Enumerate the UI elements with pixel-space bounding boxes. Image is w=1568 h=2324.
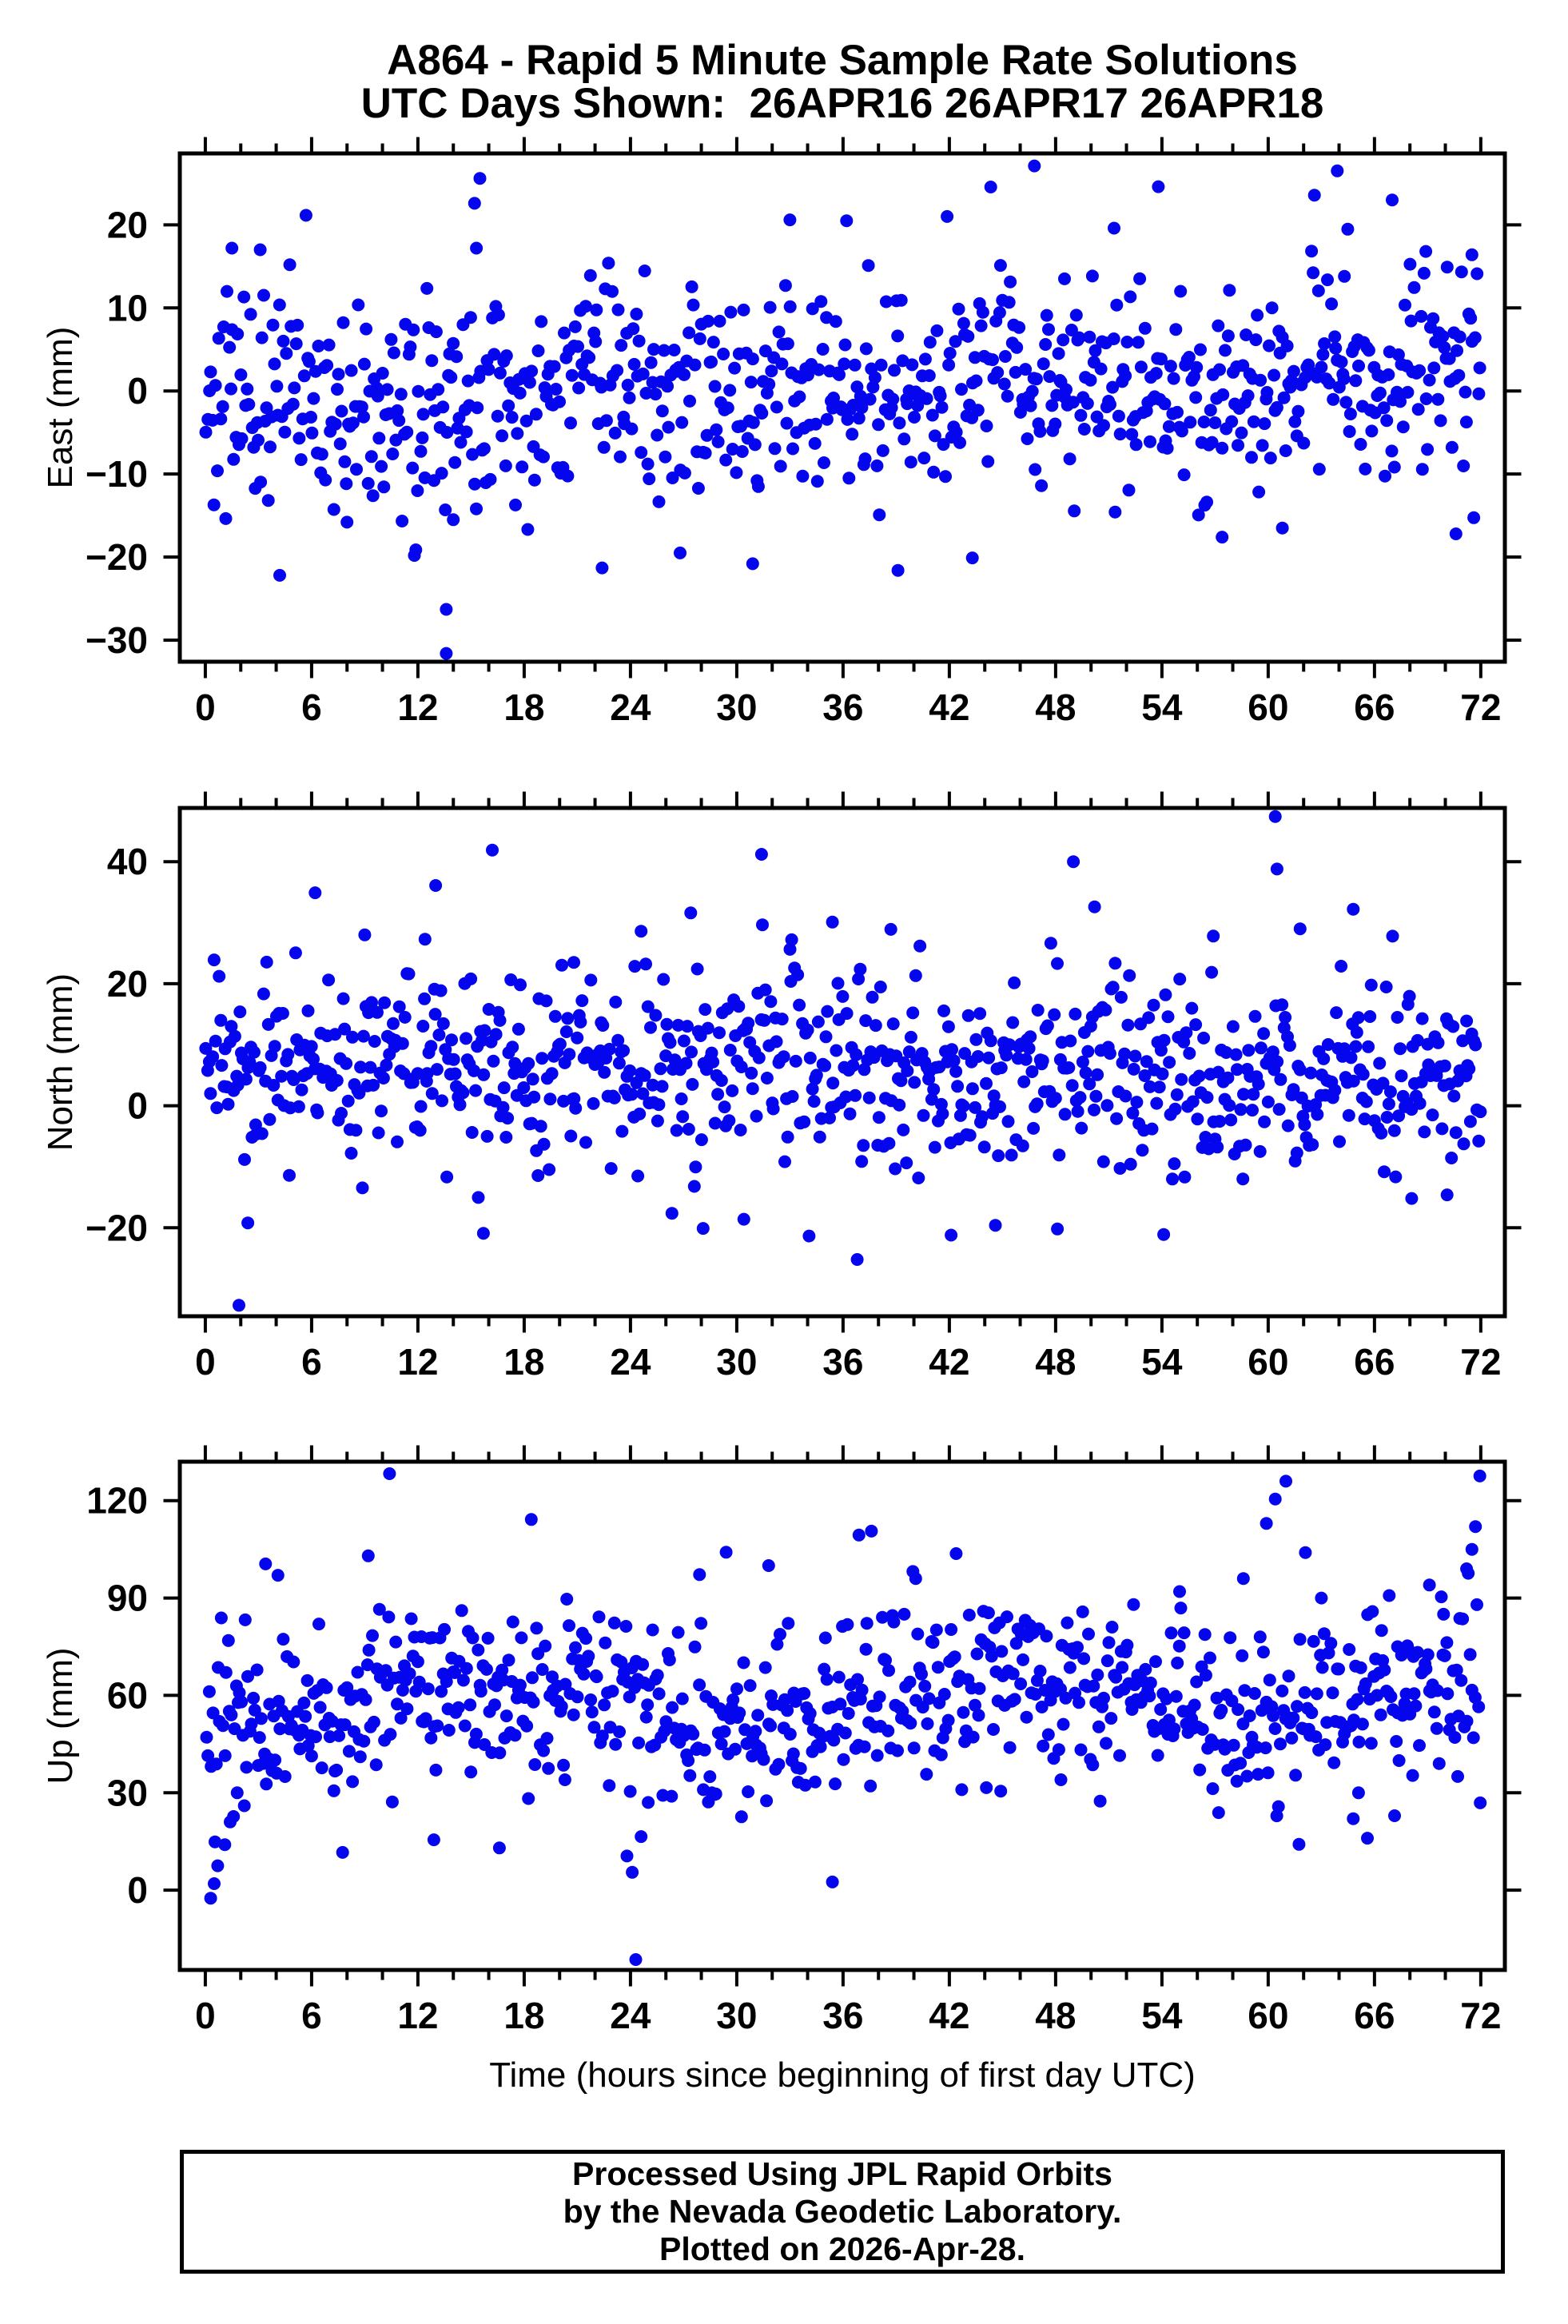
up-x-tick-label: 60 <box>1248 1995 1288 2036</box>
footer-box: Processed Using JPL Rapid Orbits by the … <box>180 2150 1505 2274</box>
up-y-tick-label: 60 <box>107 1674 148 1716</box>
x-axis-title: Time (hours since beginning of first day… <box>489 2055 1196 2095</box>
north-x-tick-label: 72 <box>1460 1341 1501 1383</box>
up-x-tick-label: 18 <box>503 1995 544 2036</box>
north-x-tick-label: 30 <box>716 1341 757 1383</box>
north-frame <box>177 806 1507 1319</box>
east-x-tick-label: 36 <box>822 686 863 728</box>
up-y-tick-label: 120 <box>86 1480 148 1522</box>
panel-east: 0 6 12 18 24 30 36 42 48 54 60 66 72 −30 −20 −10 0 10 20 <box>86 137 1522 728</box>
north-x-tick-label: 60 <box>1248 1341 1288 1383</box>
north-data-points <box>199 810 1487 1312</box>
up-x-tick-label: 12 <box>397 1995 438 2036</box>
east-data-points <box>199 159 1486 660</box>
east-x-tick-label: 24 <box>610 686 651 728</box>
north-y-tick-label: 20 <box>107 963 148 1005</box>
north-x-tick-label: 24 <box>610 1341 651 1383</box>
north-x-tick-label: 18 <box>503 1341 544 1383</box>
up-y-tick-label: 90 <box>107 1578 148 1619</box>
east-x-tick-label: 0 <box>195 686 216 728</box>
east-ticks <box>163 137 1522 678</box>
north-y-tick-label: −20 <box>86 1207 148 1248</box>
y-axis-title-east: East (mm) <box>41 326 80 489</box>
panel-north: 0 6 12 18 24 30 36 42 48 54 60 66 72 −20 0 20 40 <box>86 791 1522 1383</box>
up-x-tick-label: 24 <box>610 1995 651 2036</box>
north-x-tick-label: 6 <box>301 1341 322 1383</box>
east-x-tick-label: 54 <box>1141 686 1183 728</box>
up-frame <box>177 1459 1507 1972</box>
up-y-tick-label: 0 <box>127 1869 148 1911</box>
up-ticks <box>163 1445 1522 1987</box>
up-x-tick-label: 72 <box>1460 1995 1501 2036</box>
east-x-tick-label: 66 <box>1354 686 1395 728</box>
east-tick-labels: 0 6 12 18 24 30 36 42 48 54 60 66 72 −30 −20 −10 0 10 20 <box>86 204 1501 728</box>
up-x-tick-label: 0 <box>195 1995 216 2036</box>
north-y-tick-label: 0 <box>127 1085 148 1127</box>
up-tick-labels: 0 6 12 18 24 30 36 42 48 54 60 66 72 0 30 60 90 120 <box>86 1480 1501 2036</box>
north-x-tick-label: 54 <box>1141 1341 1183 1383</box>
east-x-tick-label: 42 <box>929 686 969 728</box>
east-x-tick-label: 60 <box>1248 686 1288 728</box>
east-x-tick-label: 48 <box>1035 686 1076 728</box>
y-axis-title-north: North (mm) <box>41 973 80 1152</box>
up-x-tick-label: 42 <box>929 1995 969 2036</box>
east-y-tick-label: −10 <box>86 453 148 495</box>
east-x-tick-label: 18 <box>503 686 544 728</box>
east-x-tick-label: 72 <box>1460 686 1501 728</box>
up-x-tick-label: 6 <box>301 1995 322 2036</box>
north-tick-labels: 0 6 12 18 24 30 36 42 48 54 60 66 72 −20 0 20 40 <box>86 841 1501 1383</box>
north-x-tick-label: 42 <box>929 1341 969 1383</box>
north-x-tick-label: 48 <box>1035 1341 1076 1383</box>
east-y-tick-label: 20 <box>107 204 148 245</box>
north-x-tick-label: 36 <box>822 1341 863 1383</box>
y-axis-title-up: Up (mm) <box>41 1647 80 1785</box>
east-y-tick-label: 0 <box>127 370 148 412</box>
up-x-tick-label: 54 <box>1141 1995 1183 2036</box>
north-ticks <box>163 791 1522 1333</box>
up-x-tick-label: 66 <box>1354 1995 1395 2036</box>
east-y-tick-label: −30 <box>86 619 148 661</box>
east-x-tick-label: 30 <box>716 686 757 728</box>
chart-title-line2: UTC Days Shown: 26APR16 26APR17 26APR18 <box>360 80 1324 127</box>
east-x-tick-label: 6 <box>301 686 322 728</box>
up-x-tick-label: 48 <box>1035 1995 1076 2036</box>
east-y-tick-label: 10 <box>107 287 148 328</box>
up-x-tick-label: 36 <box>822 1995 863 2036</box>
footer-line1: Processed Using JPL Rapid Orbits <box>572 2155 1112 2192</box>
east-y-tick-label: −20 <box>86 536 148 578</box>
east-x-tick-label: 12 <box>397 686 438 728</box>
chart-title-line1: A864 - Rapid 5 Minute Sample Rate Soluti… <box>387 37 1298 84</box>
up-x-tick-label: 30 <box>716 1995 757 2036</box>
north-y-tick-label: 40 <box>107 841 148 882</box>
north-x-tick-label: 12 <box>397 1341 438 1383</box>
east-frame <box>177 151 1507 664</box>
up-data-points <box>200 1467 1487 1966</box>
up-y-tick-label: 30 <box>107 1772 148 1813</box>
north-x-tick-label: 0 <box>195 1341 216 1383</box>
footer-line2: by the Nevada Geodetic Laboratory. <box>563 2193 1122 2230</box>
footer-line3: Plotted on 2026-Apr-28. <box>659 2230 1025 2267</box>
panel-up: 0 6 12 18 24 30 36 42 48 54 60 66 72 0 30 60 90 120 <box>86 1445 1522 2036</box>
north-x-tick-label: 66 <box>1354 1341 1395 1383</box>
